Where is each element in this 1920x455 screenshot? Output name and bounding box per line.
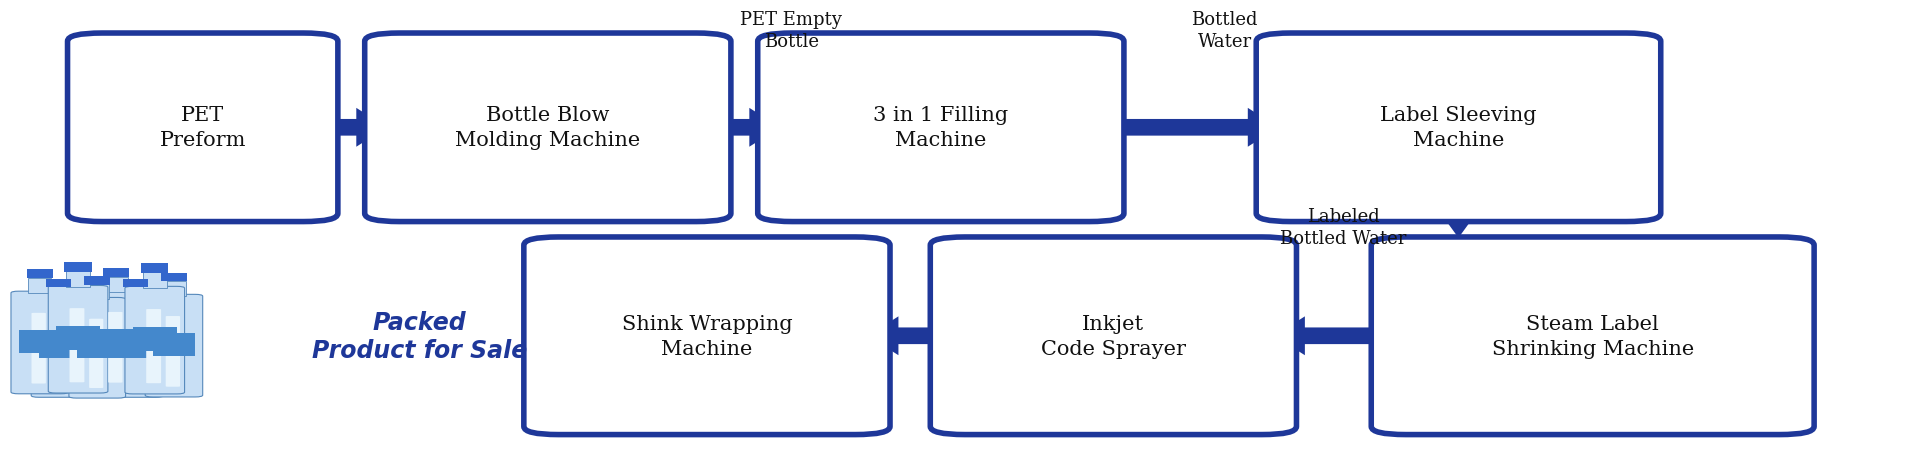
Bar [161,273,186,282]
FancyBboxPatch shape [48,286,108,393]
Bar [48,287,69,302]
Bar [86,285,109,299]
FancyBboxPatch shape [1256,34,1661,222]
Text: Bottled
Water: Bottled Water [1190,11,1258,51]
Bar [27,270,54,278]
Bar [29,278,52,293]
Text: 3 in 1 Filling
Machine: 3 in 1 Filling Machine [874,106,1008,150]
FancyBboxPatch shape [365,34,732,222]
Text: PET Empty
Bottle: PET Empty Bottle [741,11,843,51]
FancyBboxPatch shape [127,321,142,388]
FancyBboxPatch shape [931,238,1296,435]
Text: PET
Preform: PET Preform [159,106,246,150]
FancyBboxPatch shape [67,34,338,222]
FancyBboxPatch shape [524,238,891,435]
FancyBboxPatch shape [108,300,163,397]
FancyBboxPatch shape [31,313,46,384]
FancyBboxPatch shape [758,34,1123,222]
Bar [132,327,177,351]
Bar [84,277,109,285]
FancyBboxPatch shape [88,319,104,388]
Bar [96,329,138,352]
Bar [106,277,129,293]
FancyBboxPatch shape [1371,238,1814,435]
FancyBboxPatch shape [108,312,123,383]
Bar [125,287,146,302]
FancyBboxPatch shape [146,295,204,397]
Bar [142,273,167,288]
Bar [115,337,156,358]
Text: Inkjet
Code Sprayer: Inkjet Code Sprayer [1041,314,1187,358]
Text: Label Sleeving
Machine: Label Sleeving Machine [1380,106,1536,150]
Bar [56,326,100,350]
Text: Bottle Blow
Molding Machine: Bottle Blow Molding Machine [455,106,641,150]
FancyBboxPatch shape [69,308,84,383]
Bar [77,336,117,358]
FancyBboxPatch shape [12,292,69,394]
Bar [140,264,169,273]
Bar [46,279,71,288]
FancyBboxPatch shape [165,316,180,387]
Text: Steam Label
Shrinking Machine: Steam Label Shrinking Machine [1492,314,1693,358]
Bar [38,337,79,358]
FancyBboxPatch shape [146,309,161,384]
Bar [163,281,186,297]
Text: Packed
Product for Sale: Packed Product for Sale [311,310,526,362]
Bar [19,330,61,353]
Bar [65,263,92,272]
FancyBboxPatch shape [69,298,125,398]
Bar [154,333,196,356]
FancyBboxPatch shape [88,291,146,393]
Text: Labeled
Bottled Water: Labeled Bottled Water [1281,207,1407,248]
FancyBboxPatch shape [125,287,184,394]
Bar [123,279,148,288]
Bar [104,269,129,278]
FancyBboxPatch shape [52,321,65,388]
FancyBboxPatch shape [31,300,86,397]
Bar [65,272,90,288]
Text: Shink Wrapping
Machine: Shink Wrapping Machine [622,314,793,358]
